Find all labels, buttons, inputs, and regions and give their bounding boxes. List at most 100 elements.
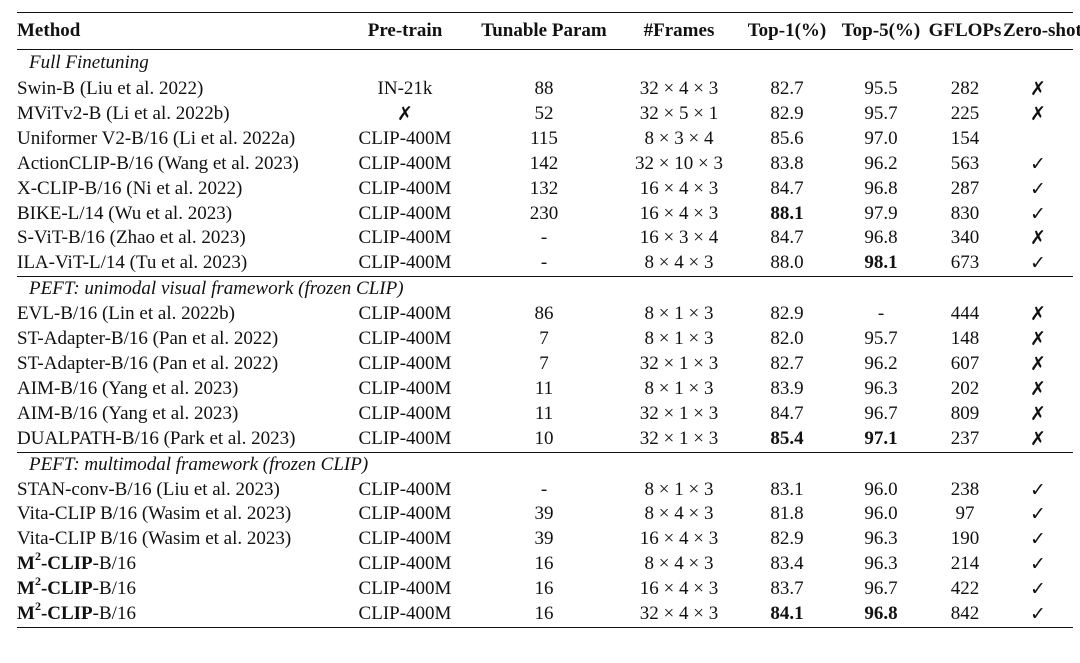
section-title: PEFT: unimodal visual framework (frozen … (17, 276, 1073, 303)
frames-cell: 8 × 1 × 3 (644, 377, 714, 399)
zero-shot-cell: ✗ (1030, 227, 1046, 250)
frames-cell: 8 × 1 × 3 (644, 328, 714, 350)
ours-name-base: M (17, 603, 35, 625)
pretrain-cell: CLIP-400M (358, 127, 452, 149)
ours-model-name: M2-CLIP (17, 600, 93, 625)
pretrain-cell: CLIP-400M (358, 427, 452, 449)
top1-cell: 84.7 (770, 177, 804, 199)
table-row: M2-CLIP-B/16 CLIP-400M 16 16 × 4 × 3 83.7 96.… (17, 573, 1073, 602)
table-row: M2-CLIP-B/16 CLIP-400M 16 8 × 4 × 3 83.4 96.3… (17, 550, 1073, 577)
col-header-tunable-param: Tunable Param (469, 12, 619, 50)
section-title: Full Finetuning (29, 52, 149, 74)
tunable-param-cell: 52 (534, 102, 554, 124)
gflops-cell: 225 (950, 102, 980, 124)
gflops-cell: 154 (950, 127, 980, 149)
tunable-param-cell: 39 (534, 528, 554, 550)
frames-cell: 16 × 4 × 3 (639, 528, 719, 550)
ours-name-superscript: 2 (34, 573, 41, 588)
gflops-cell: 607 (950, 352, 980, 374)
section-header-row: Full Finetuning (17, 50, 1073, 78)
zero-shot-cell: ✓ (1003, 602, 1073, 628)
section-header-row: PEFT: unimodal visual framework (frozen … (17, 276, 1073, 303)
frames-cell: 8 × 1 × 3 (644, 303, 714, 325)
gflops-cell: 97 (955, 503, 975, 525)
gflops-cell: 673 (950, 252, 980, 274)
method-cell: M2-CLIP-B/16 (17, 600, 341, 628)
frames-cell: 32 × 4 × 3 (619, 602, 739, 628)
top1-cell: 81.8 (770, 503, 804, 525)
section-header-row: PEFT: multimodal framework (frozen CLIP) (17, 451, 1073, 478)
table-row: ST-Adapter-B/16 (Pan et al. 2022) CLIP-40… (17, 327, 1073, 352)
ours-name-rest: -CLIP (40, 603, 93, 625)
table-row: Vita-CLIP B/16 (Wasim et al. 2023) CLIP-4… (17, 527, 1073, 552)
table-row: Vita-CLIP B/16 (Wasim et al. 2023) CLIP-4… (17, 502, 1073, 527)
ours-name-base: M (17, 578, 35, 600)
top5-cell: 96.2 (864, 352, 898, 374)
col-header-gflops: GFLOPs (927, 12, 1003, 50)
method-cell: M2-CLIP-B/16 (17, 550, 341, 577)
col-header-top5: Top-5(%) (835, 12, 927, 50)
tunable-param-cell: 88 (534, 78, 554, 99)
tunable-param-cell: 11 (534, 402, 554, 424)
tunable-param-cell: 16 (469, 602, 619, 628)
tunable-param-cell: 142 (529, 152, 559, 174)
table-row: X-CLIP-B/16 (Ni et al. 2022) CLIP-400M 132… (17, 177, 1073, 202)
frames-cell: 32 × 1 × 3 (639, 427, 719, 449)
ours-name-suffix: -B/16 (92, 578, 136, 600)
top1-cell: 84.1 (739, 602, 835, 628)
method-cell: Uniformer V2-B/16 (Li et al. 2022a) (17, 127, 296, 149)
zero-shot-cell: ✗ (1030, 303, 1046, 326)
table-row: BIKE-L/14 (Wu et al. 2023) CLIP-400M 230 16… (17, 202, 1073, 227)
pretrain-cell: CLIP-400M (341, 602, 469, 628)
top5-cell: 96.3 (864, 553, 898, 575)
zero-shot-cell: ✓ (1030, 553, 1046, 576)
zero-shot-cell (1003, 127, 1073, 152)
table-row: ST-Adapter-B/16 (Pan et al. 2022) CLIP-40… (17, 352, 1073, 377)
table-row: EVL-B/16 (Lin et al. 2022b) CLIP-400M 86 8 … (17, 302, 1073, 327)
method-cell: AIM-B/16 (Yang et al. 2023) (17, 377, 239, 399)
pretrain-cell: CLIP-400M (358, 227, 452, 249)
top5-cell: 96.0 (864, 503, 898, 525)
col-header-pretrain: Pre-train (341, 12, 469, 50)
zero-shot-cell: ✗ (1030, 328, 1046, 351)
col-header-top1: Top-1(%) (739, 12, 835, 50)
pretrain-cell: CLIP-400M (358, 377, 452, 399)
top5-cell: 96.3 (864, 528, 898, 550)
frames-cell: 16 × 3 × 4 (639, 227, 719, 249)
tunable-param-cell: 10 (534, 427, 554, 449)
top5-cell: 96.8 (864, 227, 898, 249)
top5-cell: 96.7 (864, 578, 898, 600)
method-cell: Vita-CLIP B/16 (Wasim et al. 2023) (17, 503, 292, 525)
tunable-param-cell: 39 (534, 503, 554, 525)
top5-cell: 96.7 (864, 402, 898, 424)
top1-cell: 88.1 (770, 202, 804, 224)
method-cell: M2-CLIP-B/16 (17, 573, 341, 602)
frames-cell: 8 × 4 × 3 (644, 553, 714, 575)
top1-cell: 84.7 (770, 402, 804, 424)
zero-shot-cell: ✗ (1030, 102, 1046, 125)
pretrain-cell: CLIP-400M (358, 578, 452, 600)
zero-shot-cell: ✗ (1030, 377, 1046, 400)
frames-cell: 8 × 4 × 3 (644, 252, 714, 274)
top5-cell: 97.9 (864, 202, 898, 224)
ours-name-suffix: -B/16 (92, 603, 136, 625)
method-cell: STAN-conv-B/16 (Liu et al. 2023) (17, 478, 280, 500)
frames-cell: 32 × 10 × 3 (635, 152, 723, 174)
zero-shot-cell: ✗ (1030, 427, 1046, 450)
frames-cell: 32 × 5 × 1 (639, 102, 719, 124)
gflops-cell: 287 (950, 177, 980, 199)
gflops-cell: 238 (950, 478, 980, 500)
top5-cell: 96.2 (864, 152, 898, 174)
top1-cell: 83.7 (770, 578, 804, 600)
zero-shot-cell: ✓ (1030, 503, 1046, 526)
frames-cell: 8 × 3 × 4 (644, 127, 714, 149)
top5-cell: 97.1 (864, 427, 898, 449)
pretrain-cell: CLIP-400M (358, 177, 452, 199)
zero-shot-cell: ✗ (1030, 352, 1046, 375)
gflops-cell: 842 (927, 602, 1003, 628)
top1-cell: 82.9 (770, 528, 804, 550)
method-cell: Vita-CLIP B/16 (Wasim et al. 2023) (17, 528, 292, 550)
results-table: Method Pre-train Tunable Param #Frames T… (17, 12, 1080, 628)
gflops-cell: 190 (950, 528, 980, 550)
top1-cell: 83.1 (770, 478, 804, 500)
